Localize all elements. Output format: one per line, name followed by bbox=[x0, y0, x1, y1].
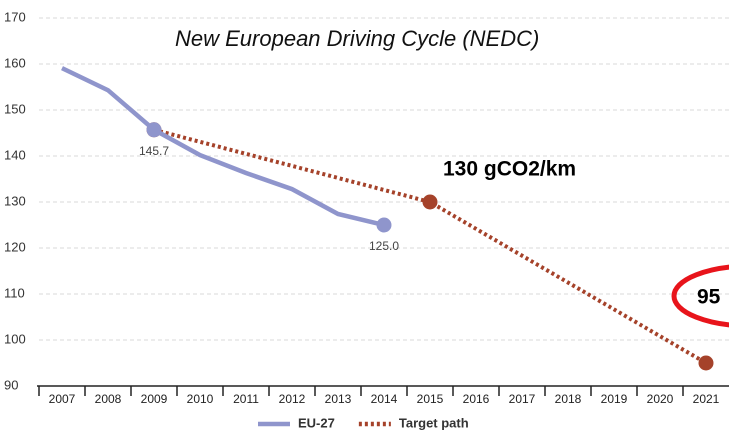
x-tick-label: 2020 bbox=[647, 392, 674, 406]
x-tick-label: 2017 bbox=[509, 392, 536, 406]
data-label: 145.7 bbox=[139, 144, 169, 158]
x-tick-label: 2012 bbox=[279, 392, 306, 406]
chart-title: New European Driving Cycle (NEDC) bbox=[175, 26, 539, 51]
x-tick-label: 2018 bbox=[555, 392, 582, 406]
x-tick-label: 2009 bbox=[141, 392, 168, 406]
x-tick-label: 2010 bbox=[187, 392, 214, 406]
y-tick-label: 90 bbox=[4, 377, 18, 392]
y-tick-label: 140 bbox=[4, 147, 26, 162]
legend-label: EU-27 bbox=[298, 415, 335, 430]
annotation: 95 bbox=[697, 286, 721, 309]
y-tick-label: 100 bbox=[4, 331, 26, 346]
y-tick-label: 150 bbox=[4, 101, 26, 116]
point-marker bbox=[376, 217, 392, 233]
y-tick-label: 120 bbox=[4, 239, 26, 254]
point-marker bbox=[698, 355, 714, 371]
annotation: 130 gCO2/km bbox=[443, 158, 576, 181]
legend-label: Target path bbox=[399, 415, 469, 430]
x-tick-label: 2014 bbox=[371, 392, 398, 406]
highlight-ellipse bbox=[671, 264, 729, 328]
x-tick-label: 2019 bbox=[601, 392, 628, 406]
x-tick-label: 2021 bbox=[693, 392, 720, 406]
point-marker bbox=[422, 194, 438, 210]
x-tick-label: 2011 bbox=[233, 392, 259, 406]
y-tick-label: 160 bbox=[4, 55, 26, 70]
data-label: 125.0 bbox=[369, 239, 399, 253]
y-tick-label: 130 bbox=[4, 193, 26, 208]
series-line bbox=[153, 127, 708, 365]
y-tick-label: 170 bbox=[4, 9, 26, 24]
point-marker bbox=[146, 122, 162, 138]
y-tick-label: 110 bbox=[4, 285, 25, 300]
x-tick-label: 2008 bbox=[95, 392, 122, 406]
series-line bbox=[61, 66, 385, 228]
x-tick-label: 2016 bbox=[463, 392, 490, 406]
x-tick-label: 2015 bbox=[417, 392, 444, 406]
x-tick-label: 2013 bbox=[325, 392, 352, 406]
x-tick-label: 2007 bbox=[49, 392, 76, 406]
